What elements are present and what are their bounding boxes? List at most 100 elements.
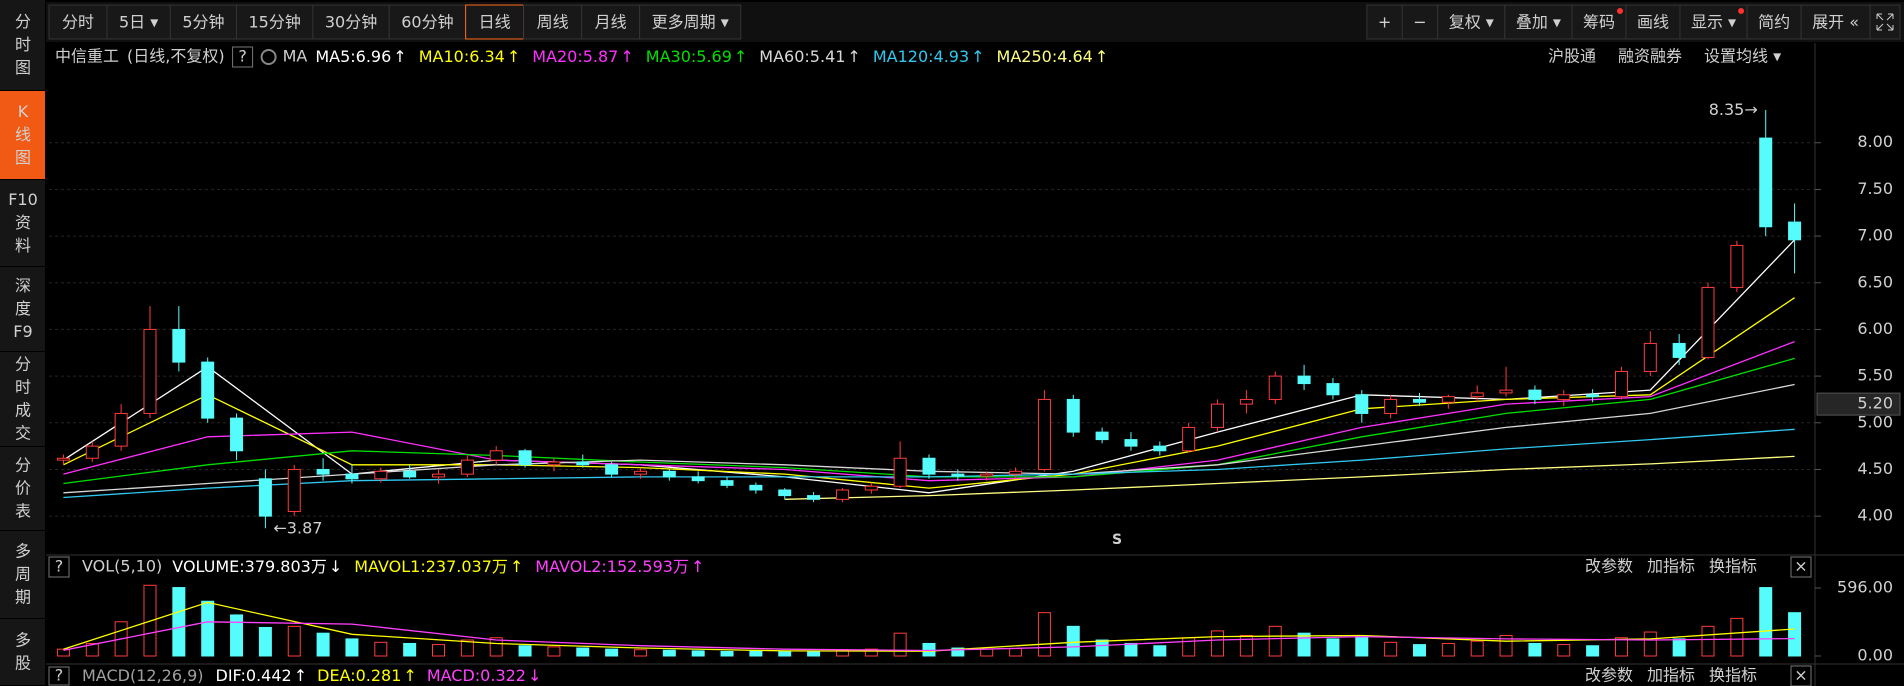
sidebar-tab-label[interactable]: K <box>18 102 29 121</box>
sidebar-tab[interactable] <box>0 0 45 90</box>
sidebar-tab[interactable] <box>0 267 45 351</box>
toolbar-button-label[interactable]: 画线 <box>1637 13 1669 32</box>
toolbar-button[interactable] <box>236 4 314 40</box>
sidebar-tab[interactable] <box>0 619 45 685</box>
header-link[interactable]: 设置均线 ▾ <box>1704 47 1781 66</box>
sidebar-tab-label[interactable]: 时 <box>15 35 31 54</box>
sidebar-tab-label[interactable]: 深 <box>15 276 31 295</box>
sidebar-tab-label[interactable]: 线 <box>15 125 31 144</box>
sidebar-tab-label[interactable]: 资 <box>15 213 31 232</box>
sidebar-tab[interactable] <box>0 91 45 179</box>
close-label[interactable]: × <box>1794 666 1807 685</box>
volume-bar <box>1037 612 1051 657</box>
annotation-arrow: → <box>1744 100 1757 119</box>
annotation-arrow: ← <box>273 518 286 537</box>
close-box[interactable] <box>1790 556 1812 578</box>
toolbar-button-label[interactable]: 展开 « <box>1812 13 1859 32</box>
toolbar-button-label[interactable]: − <box>1413 13 1426 32</box>
toolbar-button[interactable] <box>1746 4 1802 40</box>
toolbar-button-label[interactable]: 筹码 <box>1583 13 1615 32</box>
toolbar-button-label[interactable]: 月线 <box>595 13 627 32</box>
sidebar-tab-label[interactable]: 分 <box>15 355 31 374</box>
toolbar-button-label[interactable]: 叠加 ▾ <box>1516 13 1561 32</box>
toolbar-button-label[interactable]: 5分钟 <box>182 13 224 32</box>
toolbar-button[interactable] <box>169 4 237 40</box>
toolbar-button[interactable] <box>388 4 467 40</box>
fullscreen-icon[interactable] <box>1869 4 1901 40</box>
toolbar-button[interactable] <box>1437 4 1506 40</box>
sidebar-tab[interactable] <box>0 447 45 530</box>
toolbar-button-label[interactable]: + <box>1378 13 1391 32</box>
ma-legend-text: MA60:5.41 <box>759 47 845 66</box>
sidebar-tab-label[interactable]: 股 <box>15 654 31 673</box>
panel-button[interactable]: 加指标 <box>1647 557 1695 576</box>
sidebar-tab-label[interactable]: 期 <box>15 588 31 607</box>
toolbar-button[interactable] <box>639 4 742 40</box>
toolbar-button[interactable] <box>523 4 583 40</box>
toolbar-button-label[interactable]: 显示 ▾ <box>1691 13 1736 32</box>
close-label[interactable]: × <box>1794 557 1807 576</box>
help-label[interactable]: ? <box>238 47 247 66</box>
sidebar-tab-label[interactable]: 成 <box>15 401 31 420</box>
panel-button[interactable]: 改参数 <box>1585 557 1633 576</box>
panel-button[interactable]: 换指标 <box>1709 666 1757 685</box>
toolbar-button-label[interactable]: 30分钟 <box>325 13 377 32</box>
sidebar-tab-label[interactable]: F9 <box>13 322 32 341</box>
toolbar-button[interactable] <box>1366 4 1403 40</box>
header-link[interactable]: 沪股通 <box>1548 47 1596 66</box>
sidebar-tab-label[interactable]: 多 <box>15 631 31 650</box>
toolbar-button[interactable] <box>1571 4 1627 40</box>
toolbar-button-label[interactable]: 15分钟 <box>249 13 301 32</box>
help-label[interactable]: ? <box>55 557 64 576</box>
help-label[interactable]: ? <box>55 666 64 685</box>
sidebar-tab-label[interactable]: 料 <box>15 236 31 255</box>
sidebar-tab[interactable] <box>0 531 45 618</box>
sidebar-tab-label[interactable]: 交 <box>15 424 31 443</box>
toolbar-button-label[interactable]: 更多周期 ▾ <box>652 13 729 32</box>
panel-button[interactable]: 加指标 <box>1647 666 1695 685</box>
candle-body <box>432 473 446 478</box>
toolbar-button-label[interactable]: 简约 <box>1758 13 1790 32</box>
sidebar-tab-label[interactable]: 度 <box>15 299 31 318</box>
toolbar-button[interactable] <box>312 4 390 40</box>
help-box <box>232 46 254 68</box>
sidebar-tab-label[interactable]: 表 <box>15 502 31 521</box>
toolbar-button[interactable] <box>1625 4 1681 40</box>
toolbar-button-label[interactable]: 60分钟 <box>401 13 453 32</box>
sidebar-tab-label[interactable]: 价 <box>15 479 31 498</box>
toolbar-button[interactable] <box>1679 4 1748 40</box>
sidebar-tab-label[interactable]: 多 <box>15 542 31 561</box>
fullscreen-button[interactable] <box>1869 4 1901 40</box>
toolbar-button-label[interactable]: 分时 <box>62 13 94 32</box>
volume-bar <box>316 632 330 657</box>
panel-button[interactable]: 换指标 <box>1709 557 1757 576</box>
settings-icon[interactable] <box>260 49 277 65</box>
sidebar-tab-label[interactable]: 分 <box>15 12 31 31</box>
toolbar-button-label[interactable]: 5日 ▾ <box>119 13 158 32</box>
sidebar-tab-label[interactable]: 图 <box>15 148 31 167</box>
close-box[interactable] <box>1790 665 1812 686</box>
volume-bar <box>1557 644 1571 657</box>
toolbar-button[interactable] <box>1800 4 1871 40</box>
toolbar-button[interactable] <box>581 4 641 40</box>
ma-legend: MA60:5.41 ↑ <box>759 47 861 66</box>
sidebar-tab[interactable] <box>0 352 45 446</box>
indicator-value: MACD(12,26,9) <box>82 666 204 685</box>
sidebar-tab[interactable] <box>0 180 45 266</box>
toolbar-button-label[interactable]: 周线 <box>537 13 569 32</box>
sidebar-tab-label[interactable]: 图 <box>15 58 31 77</box>
ma-line <box>63 340 1795 482</box>
sidebar-tab-label[interactable]: 分 <box>15 456 31 475</box>
candle-body <box>1788 221 1802 241</box>
volume-bar <box>460 639 474 657</box>
toolbar-button[interactable] <box>465 4 525 40</box>
notice-dot <box>1738 8 1745 14</box>
header-link[interactable]: 融资融券 <box>1618 47 1682 66</box>
toolbar-button-label[interactable]: 复权 ▾ <box>1449 13 1494 32</box>
toolbar-button-label[interactable]: 日线 <box>479 13 511 32</box>
sidebar-tab-label[interactable]: F10 <box>8 190 38 209</box>
panel-button[interactable]: 改参数 <box>1585 666 1633 685</box>
sidebar-tab-label[interactable]: 周 <box>15 565 31 584</box>
toolbar-button[interactable] <box>106 4 171 40</box>
sidebar-tab-label[interactable]: 时 <box>15 378 31 397</box>
